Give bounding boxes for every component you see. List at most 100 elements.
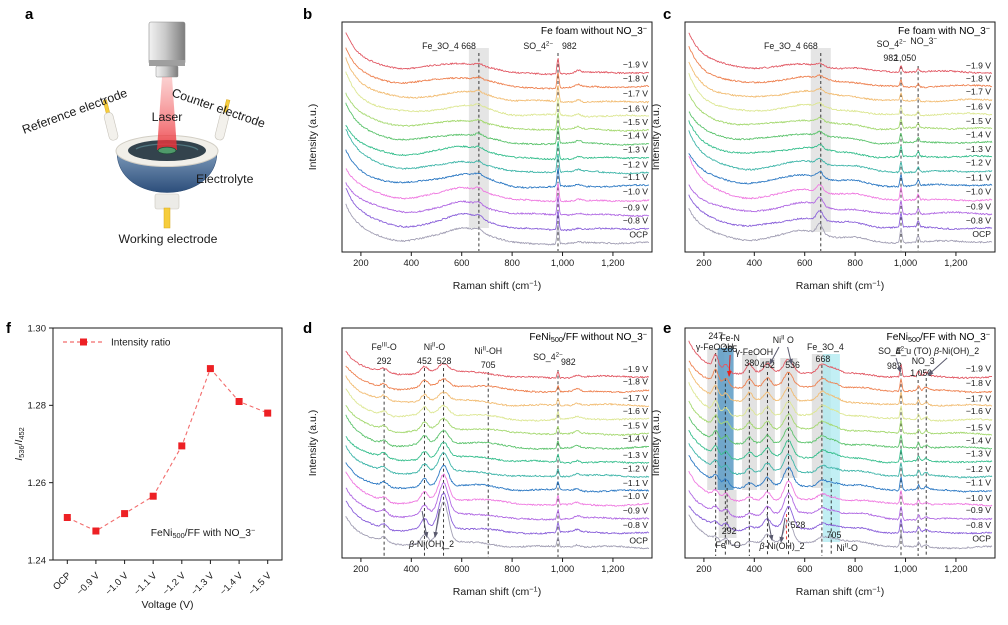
voltage-label: −0.9 V — [623, 505, 648, 515]
spectrum-curve-−1.5 V — [345, 405, 650, 437]
peak-annotation: E_u (TO) β-Ni(OH)_2 — [896, 346, 980, 356]
voltage-label: −1.0 V — [966, 187, 991, 197]
peak-annotation: Fe_3O_4 668 — [422, 41, 476, 51]
x-tick-label: −1.0 V — [103, 570, 131, 598]
voltage-label: −1.6 V — [623, 103, 648, 113]
data-point-marker — [149, 492, 157, 500]
panel-letter-d: d — [303, 320, 313, 337]
spectrum-curve-−1.8 V — [688, 360, 993, 394]
working-electrode-port — [154, 193, 180, 210]
peak-annotation: SO_42− — [877, 39, 907, 49]
panel-e-plot: OCP −0.8 V −0.9 V −1.0 V −1.1 V −1.2 V −1.3 V −… — [650, 327, 996, 598]
annotation-arrow — [927, 357, 948, 376]
voltage-label: −1.9 V — [966, 364, 991, 374]
spectra-curves — [345, 32, 650, 246]
x-tick-label: 400 — [747, 564, 763, 574]
x-tick-label: 600 — [454, 564, 470, 574]
panel-letter-c: c — [663, 6, 672, 23]
peak-annotation: Fe_3O_4 — [807, 342, 844, 352]
x-tick-label: OCP — [51, 570, 73, 592]
panel-letter-f: f — [6, 320, 11, 337]
voltage-label: −1.3 V — [623, 450, 648, 460]
y-tick-label: 1.28 — [28, 401, 47, 412]
spectrum-curve-−1.6 V — [345, 71, 650, 118]
objective-ring — [149, 60, 185, 66]
y-axis-title: I536/I452 — [13, 427, 26, 461]
panel-title: FeNi500/FF without NO_3− — [529, 330, 647, 345]
voltage-label: −1.3 V — [966, 144, 991, 154]
spectrum-curve-−1.1 V — [688, 153, 993, 188]
voltage-label: −1.4 V — [623, 434, 648, 444]
spectrum-curve-−1.6 V — [345, 388, 650, 422]
spectrum-curve-−0.8 V — [345, 187, 650, 232]
data-point-marker — [206, 365, 214, 373]
x-tick-label: 600 — [797, 258, 813, 268]
y-axis-title: Intensity (a.u.) — [650, 104, 662, 171]
spectrum-curve-−0.9 V — [345, 482, 650, 521]
annotation-arrow — [779, 517, 786, 543]
x-tick-label: −1.2 V — [161, 570, 189, 598]
panel-title: FeNi500/FF with NO_3− — [887, 330, 991, 345]
data-point-marker — [63, 514, 71, 521]
x-tick-label: 1,000 — [551, 258, 574, 268]
data-point-marker — [178, 442, 186, 450]
spectrum-curve-−1.0 V — [688, 470, 993, 507]
spectrum-curve-−1.3 V — [688, 429, 993, 464]
y-tick-label: 1.24 — [28, 555, 47, 566]
spectrum-curve-−0.8 V — [688, 194, 993, 231]
x-tick-label: 1,000 — [894, 564, 917, 574]
annotation-arrow — [895, 357, 902, 373]
peak-annotation: 982 — [887, 361, 902, 371]
counter-electrode-body — [214, 112, 230, 141]
reference-electrode-probe — [102, 99, 119, 141]
spectrum-curve-−1.2 V — [345, 128, 650, 175]
data-point-marker — [235, 398, 243, 405]
x-tick-label: −1.4 V — [218, 570, 246, 598]
microscope-objective — [148, 21, 186, 65]
plot-frame — [684, 21, 996, 253]
panel-letter-e: e — [663, 320, 672, 337]
panel-c-plot: OCP −0.8 V −0.9 V −1.0 V −1.1 V −1.2 V −1.3 V −… — [650, 21, 996, 292]
peak-annotation: FeIII-O — [371, 342, 396, 352]
x-axis-title: Voltage (V) — [142, 599, 194, 611]
spectrum-curve-−1.0 V — [345, 168, 650, 203]
plot-frame — [52, 327, 283, 561]
spectrum-curve-−1.1 V — [688, 454, 993, 493]
voltage-label: −0.9 V — [966, 202, 991, 212]
peak-annotation: 452 — [417, 356, 432, 366]
panel-title: Fe foam without NO_3− — [541, 24, 647, 37]
x-axis-title: Raman shift (cm−1) — [453, 279, 541, 292]
peak-annotation: NiII-O — [836, 543, 858, 553]
spectra-curves — [688, 32, 993, 245]
legend-marker — [80, 338, 87, 346]
panel-letter-b: b — [303, 6, 313, 23]
reference-electrode-body — [103, 112, 119, 141]
voltage-label: −0.8 V — [623, 520, 648, 530]
peak-annotation: 380 — [744, 358, 759, 368]
voltage-label: −1.2 V — [966, 464, 991, 474]
panel-letter-a: a — [25, 6, 34, 23]
x-tick-label: −1.3 V — [189, 570, 217, 598]
peak-annotation: β-Ni(OH)_2 — [758, 541, 804, 551]
voltage-label: −1.1 V — [966, 172, 991, 182]
peak-annotation: Fe_3O_4 668 — [764, 41, 818, 51]
x-tick-label: 400 — [404, 564, 420, 574]
x-tick-label: 800 — [504, 258, 520, 268]
peak-annotation: NiII-OH — [474, 346, 502, 356]
annotation-arrow — [726, 354, 732, 377]
voltage-label: −1.7 V — [966, 87, 991, 97]
voltage-label: −1.2 V — [623, 464, 648, 474]
peak-annotation: 528 — [437, 356, 452, 366]
y-axis-title: Intensity (a.u.) — [307, 104, 319, 171]
voltage-label: −1.8 V — [623, 377, 648, 387]
y-tick-label: 1.30 — [28, 323, 47, 334]
spectrum-curve-−1.6 V — [688, 382, 993, 422]
x-tick-label: −1.1 V — [132, 570, 160, 598]
peak-annotation: SO_42− — [533, 352, 563, 362]
peak-annotation: 982 — [561, 357, 576, 367]
peak-band — [822, 354, 840, 542]
voltage-label: −1.2 V — [623, 160, 648, 170]
spectrum-curve-−1.2 V — [345, 445, 650, 478]
annotation-arrow — [769, 346, 780, 365]
